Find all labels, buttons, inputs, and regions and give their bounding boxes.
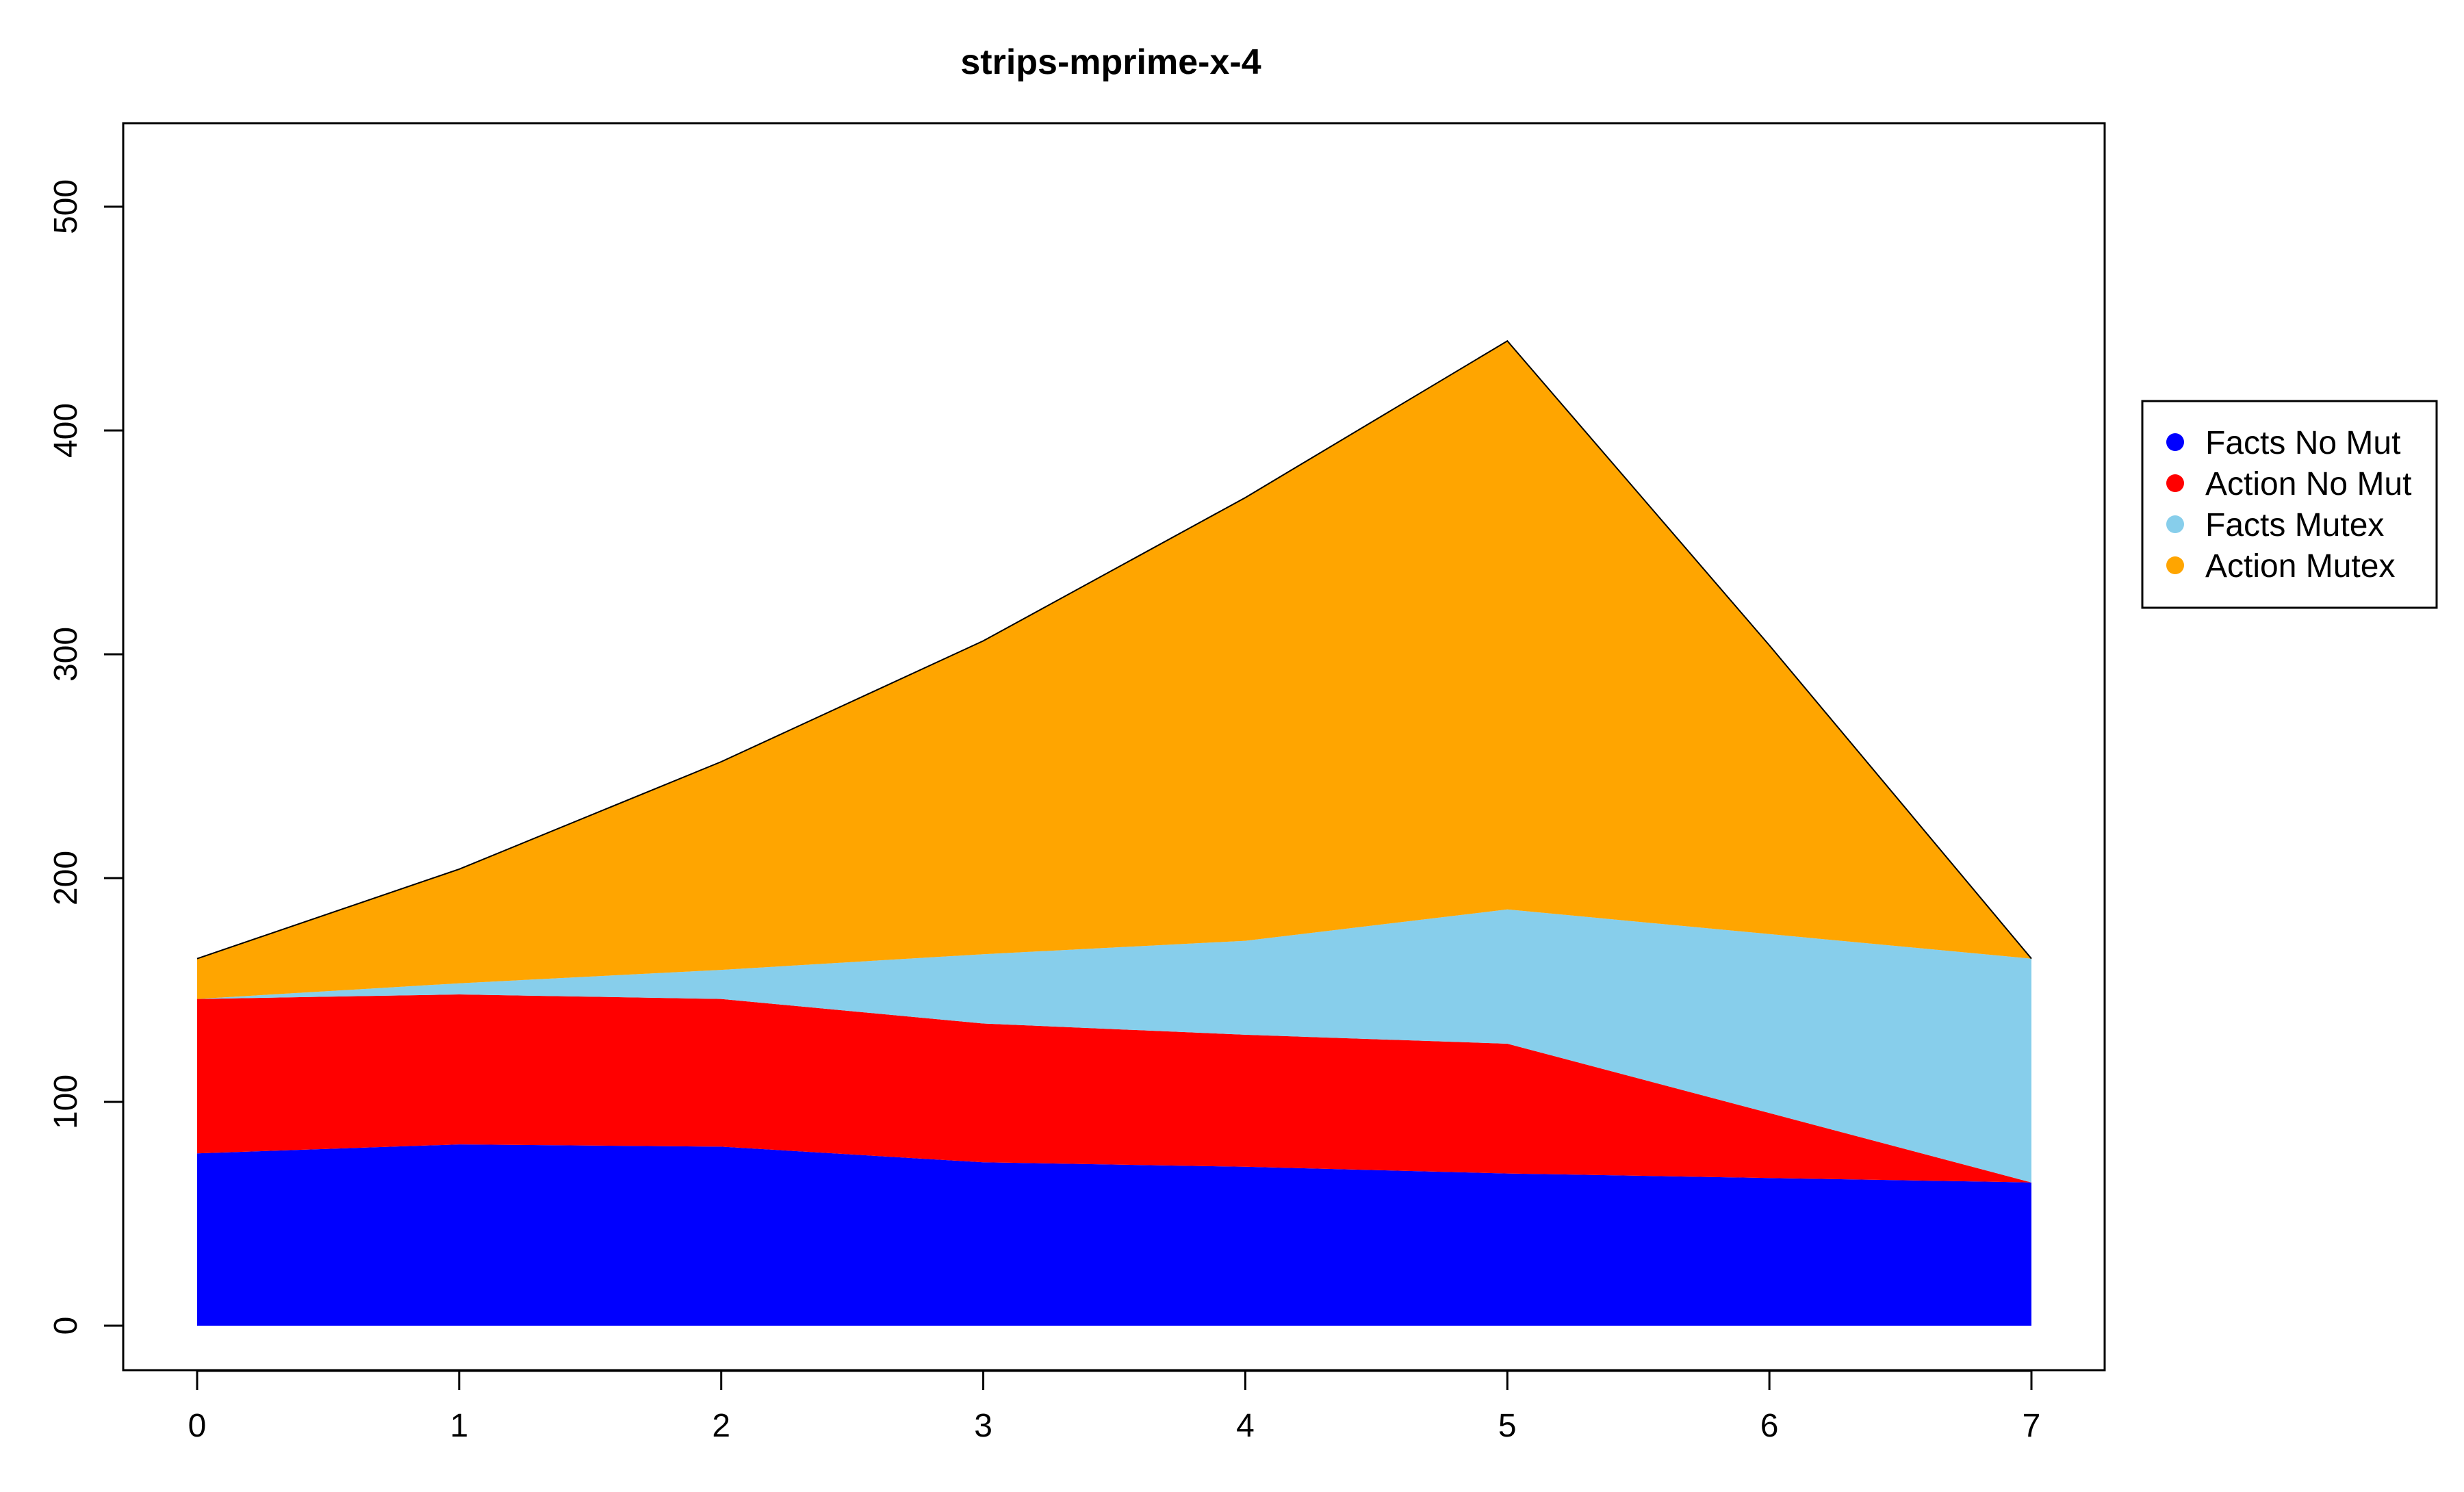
y-tick-label: 400 [48,403,84,458]
legend-marker [2166,556,2184,574]
x-tick-label: 3 [974,1408,992,1444]
legend-label: Action No Mut [2205,466,2411,502]
plot-frame [122,122,2106,1372]
y-tick-label: 0 [48,1317,84,1335]
x-tick-label: 5 [1498,1408,1517,1444]
y-tick-label: 500 [48,179,84,234]
x-tick-label: 1 [450,1408,469,1444]
legend-label: Facts No Mut [2205,425,2400,461]
y-tick-label: 200 [48,851,84,905]
stack-total-outline [196,339,2032,960]
y-tick-label: 100 [48,1075,84,1129]
legend-marker [2166,474,2184,492]
x-tick-label: 6 [1760,1408,1779,1444]
x-tick-label: 4 [1236,1408,1255,1444]
area-action-no-mut [197,994,2031,1183]
area-action-mutex [197,341,2031,999]
area-facts-no-mut [197,1144,2031,1326]
y-tick-label: 300 [48,627,84,682]
legend-label: Action Mutex [2205,548,2395,584]
chart-title: strips-mprime-x-4 [960,42,1261,82]
legend-label: Facts Mutex [2205,507,2384,543]
legend-marker [2166,433,2184,451]
x-tick-label: 2 [712,1408,730,1444]
x-tick-label: 0 [188,1408,207,1444]
areas-layer [196,339,2032,1326]
area-facts-mutex [197,909,2031,1183]
legend-box [2141,400,2438,609]
legend-marker [2166,515,2184,533]
x-tick-label: 7 [2023,1408,2041,1444]
legend: Facts No Mut Action No Mut Facts Mutex Acti… [2141,400,2438,609]
